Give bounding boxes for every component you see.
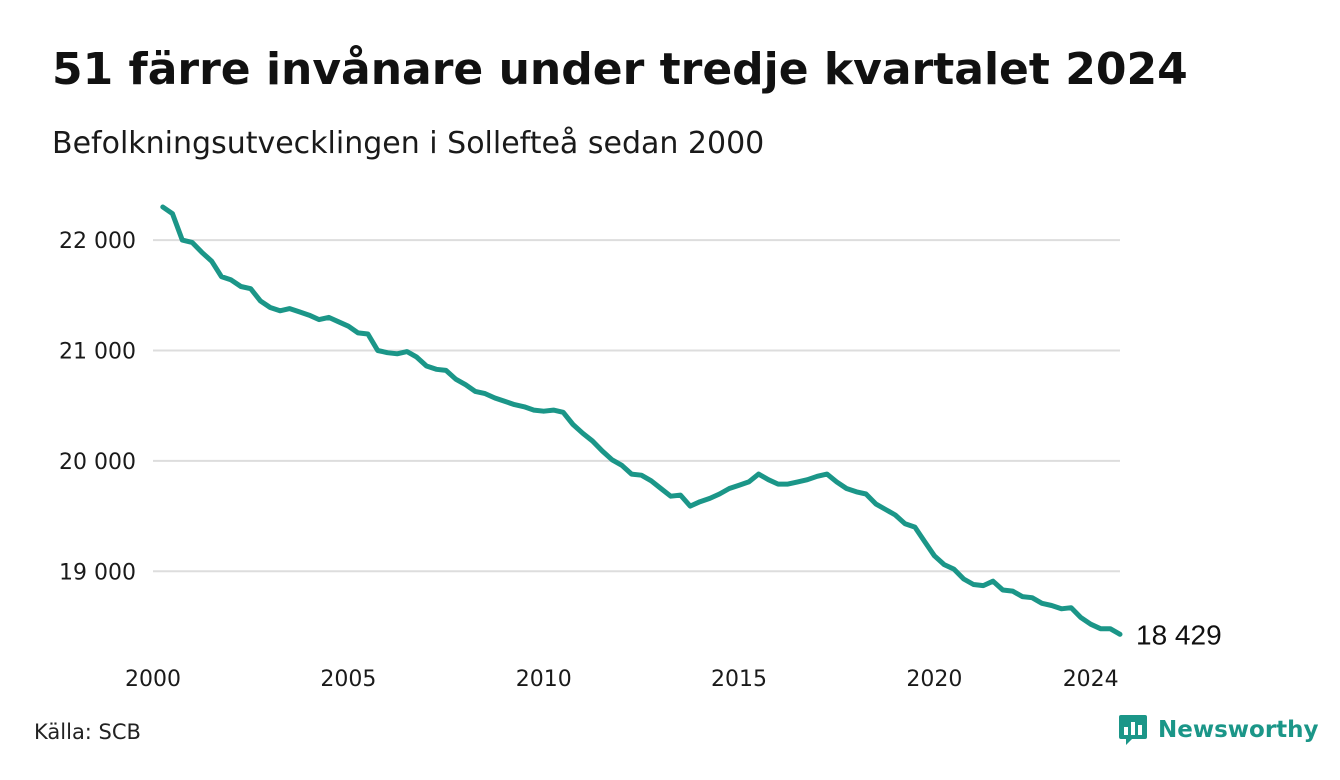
newsworthy-logo-icon xyxy=(1119,715,1147,745)
y-tick-label: 22 000 xyxy=(59,229,136,254)
end-value-label: 18 429 xyxy=(1136,619,1222,650)
series-layer xyxy=(160,204,1123,637)
chart-title: 51 färre invånare under tredje kvartalet… xyxy=(52,44,1188,95)
source-note: Källa: SCB xyxy=(34,720,141,744)
chart-subtitle: Befolkningsutvecklingen i Sollefteå seda… xyxy=(52,126,765,161)
brand-name: Newsworthy xyxy=(1158,717,1319,743)
x-tick-label: 2015 xyxy=(711,667,767,692)
x-axis-tick-labels: 2000 2005 2010 2015 2020 2024 xyxy=(125,667,1119,692)
y-axis-tick-labels: 19 000 20 000 21 000 22 000 xyxy=(59,229,136,585)
series-line xyxy=(160,204,1123,637)
x-tick-label: 2010 xyxy=(516,667,572,692)
brand-logo: Newsworthy xyxy=(1118,713,1319,747)
gridlines xyxy=(153,239,1120,573)
x-tick-label: 2005 xyxy=(320,667,376,692)
y-tick-label: 19 000 xyxy=(59,560,136,585)
y-tick-label: 21 000 xyxy=(59,340,136,365)
x-tick-label: 2020 xyxy=(906,667,962,692)
x-tick-label: 2024 xyxy=(1063,667,1119,692)
y-tick-label: 20 000 xyxy=(59,450,136,475)
x-tick-label: 2000 xyxy=(125,667,181,692)
